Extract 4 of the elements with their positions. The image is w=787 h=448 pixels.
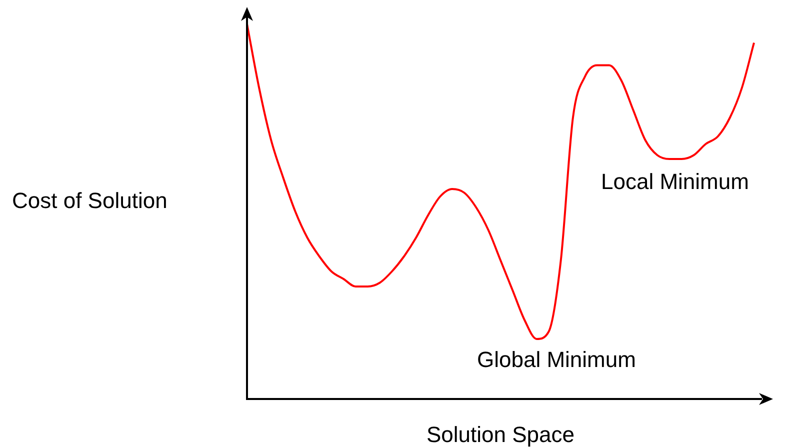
annotation: Global Minimum — [477, 347, 636, 372]
y-axis-title: Cost of Solution — [12, 188, 168, 212]
x-axis-title: Solution Space — [426, 422, 574, 447]
annotation: Local Minimum — [601, 169, 749, 194]
